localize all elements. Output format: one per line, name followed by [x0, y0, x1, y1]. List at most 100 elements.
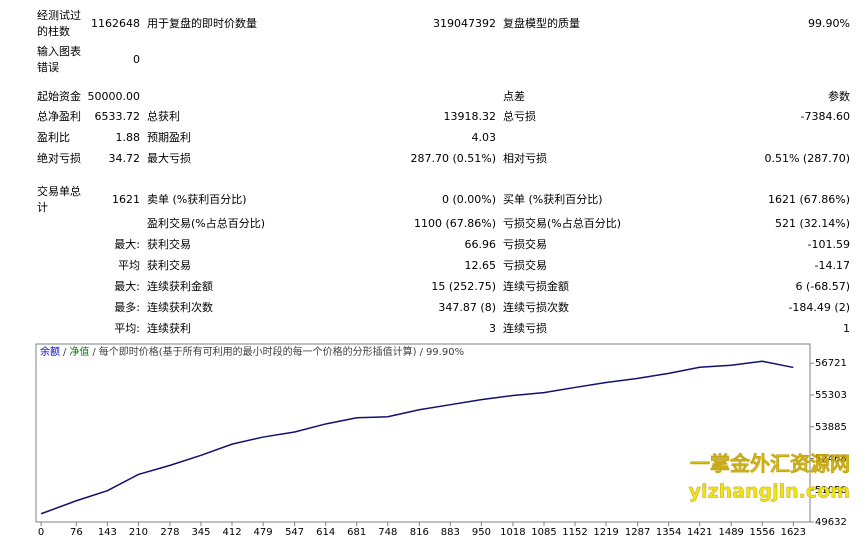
- report-label: 经测试过的柱数: [37, 9, 81, 38]
- report-value: 13918.32: [443, 110, 497, 123]
- report-value: 34.72: [108, 152, 141, 165]
- legend-item: 净值: [69, 345, 89, 358]
- report-label: 总获利: [147, 110, 180, 123]
- report-value: 287.70 (0.51%): [410, 152, 496, 165]
- report-label: 点差: [503, 90, 525, 103]
- legend: 余额 / 净值 / 每个即时价格(基于所有可利用的最小时段的每一个价格的分形插值计算) /…: [40, 345, 464, 358]
- report-label: 连续获利次数: [147, 301, 213, 314]
- report-value: 0: [133, 53, 140, 66]
- x-tick-label: 76: [70, 527, 83, 538]
- x-tick-label: 1489: [718, 527, 743, 538]
- x-tick-label: 883: [441, 527, 460, 538]
- report-value: 1162648: [91, 17, 140, 30]
- report-label: 输入图表错误: [37, 45, 81, 74]
- x-tick-label: 143: [98, 527, 117, 538]
- report-value: 6 (-68.57): [795, 280, 850, 293]
- x-tick-label: 1152: [562, 527, 587, 538]
- report-label: 盈利交易(%占总百分比): [147, 217, 266, 230]
- report-label: 起始资金: [37, 90, 81, 103]
- report-label: 连续亏损金额: [503, 280, 569, 293]
- report-label: 获利交易: [147, 259, 191, 272]
- legend-item: 99.90%: [426, 347, 464, 358]
- x-tick-label: 1287: [625, 527, 650, 538]
- report-label: 盈利比: [37, 131, 70, 144]
- report-label: 总净盈利: [37, 110, 81, 123]
- report-label: 交易单总计: [37, 185, 81, 214]
- x-tick-label: 278: [160, 527, 179, 538]
- y-tick-label: 52468: [815, 453, 847, 464]
- report-label: 最大亏损: [147, 152, 191, 165]
- legend-item: 每个即时价格(基于所有可利用的最小时段的每一个价格的分形插值计算): [99, 345, 417, 358]
- x-tick-label: 412: [223, 527, 242, 538]
- x-tick-label: 0: [38, 527, 44, 538]
- report-label: 绝对亏损: [37, 152, 81, 165]
- x-tick-label: 614: [316, 527, 335, 538]
- report-label: 亏损交易: [503, 238, 547, 251]
- legend-item: 余额: [40, 345, 60, 358]
- report-value: 最大:: [114, 238, 140, 251]
- x-tick-label: 816: [410, 527, 429, 538]
- report-label: 相对亏损: [503, 152, 547, 165]
- x-tick-label: 345: [191, 527, 210, 538]
- x-tick-label: 748: [378, 527, 397, 538]
- report-value: -14.17: [814, 259, 850, 272]
- report-value: 50000.00: [87, 90, 141, 103]
- y-tick-label: 53885: [815, 422, 847, 433]
- watermark: 一掌金外汇资源网: [690, 452, 850, 476]
- report-value: 1621: [112, 193, 140, 206]
- report-value: 3: [489, 322, 496, 335]
- report-label: 亏损交易(%占总百分比): [503, 217, 622, 230]
- report-value: 平均: [118, 259, 140, 272]
- report-label: 亏损交易: [503, 259, 547, 272]
- x-tick-label: 1421: [687, 527, 712, 538]
- report-label: 连续获利金额: [147, 280, 213, 293]
- x-tick-label: 1623: [781, 527, 806, 538]
- report-value: -101.59: [807, 238, 850, 251]
- report-label: 卖单 (%获利百分比): [147, 193, 247, 206]
- report-value: 平均:: [114, 322, 140, 335]
- report-label: 用于复盘的即时价数量: [147, 17, 257, 30]
- report-value: -7384.60: [800, 110, 850, 123]
- watermark: yizhangjin.com: [689, 481, 850, 503]
- legend-separator: /: [92, 347, 96, 358]
- report-value: 1.88: [115, 131, 141, 144]
- report-label: 连续亏损次数: [503, 301, 569, 314]
- y-tick-label: 49632: [815, 517, 847, 528]
- report-value: 15 (252.75): [431, 280, 496, 293]
- report-label: 买单 (%获利百分比): [503, 193, 603, 206]
- x-tick-label: 210: [129, 527, 148, 538]
- x-tick-label: 547: [285, 527, 304, 538]
- y-tick-label: 56721: [815, 358, 847, 369]
- report-value: 1: [843, 322, 850, 335]
- y-tick-label: 51050: [815, 485, 847, 496]
- report-value: 12.65: [464, 259, 497, 272]
- report-label: 获利交易: [147, 238, 191, 251]
- legend-separator: /: [63, 347, 67, 358]
- x-tick-label: 479: [254, 527, 273, 538]
- x-tick-label: 1219: [593, 527, 618, 538]
- x-tick-label: 681: [347, 527, 366, 538]
- report-label: 复盘模型的质量: [503, 17, 580, 30]
- report-label: 连续亏损: [503, 322, 547, 335]
- report-value: 参数: [828, 90, 850, 103]
- legend-separator: /: [420, 347, 424, 358]
- x-tick-label: 1085: [531, 527, 556, 538]
- x-tick-label: 1354: [656, 527, 681, 538]
- report-value: 1621 (67.86%): [767, 193, 850, 206]
- report-value: -184.49 (2): [788, 301, 850, 314]
- report-value: 最多:: [114, 301, 140, 314]
- report-value: 319047392: [433, 17, 496, 30]
- report-value: 99.90%: [808, 17, 850, 30]
- report-value: 6533.72: [94, 110, 141, 123]
- report-value: 最大:: [114, 280, 140, 293]
- report-value: 0 (0.00%): [441, 193, 496, 206]
- balance-line: [40, 360, 794, 515]
- report-value: 0.51% (287.70): [764, 152, 850, 165]
- report-value: 521 (32.14%): [774, 217, 850, 230]
- report-value: 347.87 (8): [438, 301, 496, 314]
- report-value: 66.96: [464, 238, 497, 251]
- report-label: 预期盈利: [147, 131, 191, 144]
- x-tick-label: 950: [472, 527, 491, 538]
